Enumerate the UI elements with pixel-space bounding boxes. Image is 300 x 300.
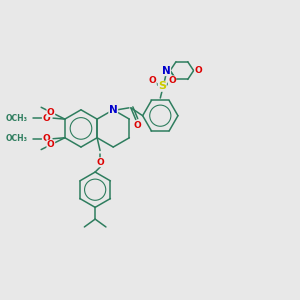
Text: O: O [96,158,104,167]
Text: O: O [42,114,50,123]
Text: O: O [47,140,55,149]
Text: O: O [195,66,203,75]
Text: O: O [42,134,50,143]
Text: N: N [109,105,118,115]
Text: OCH₃: OCH₃ [6,114,28,123]
Text: O: O [47,108,55,117]
Text: O: O [168,76,176,85]
Text: O: O [148,76,156,85]
Text: S: S [158,81,166,91]
Text: N: N [162,66,171,76]
Text: O: O [134,121,142,130]
Text: OCH₃: OCH₃ [6,134,28,143]
